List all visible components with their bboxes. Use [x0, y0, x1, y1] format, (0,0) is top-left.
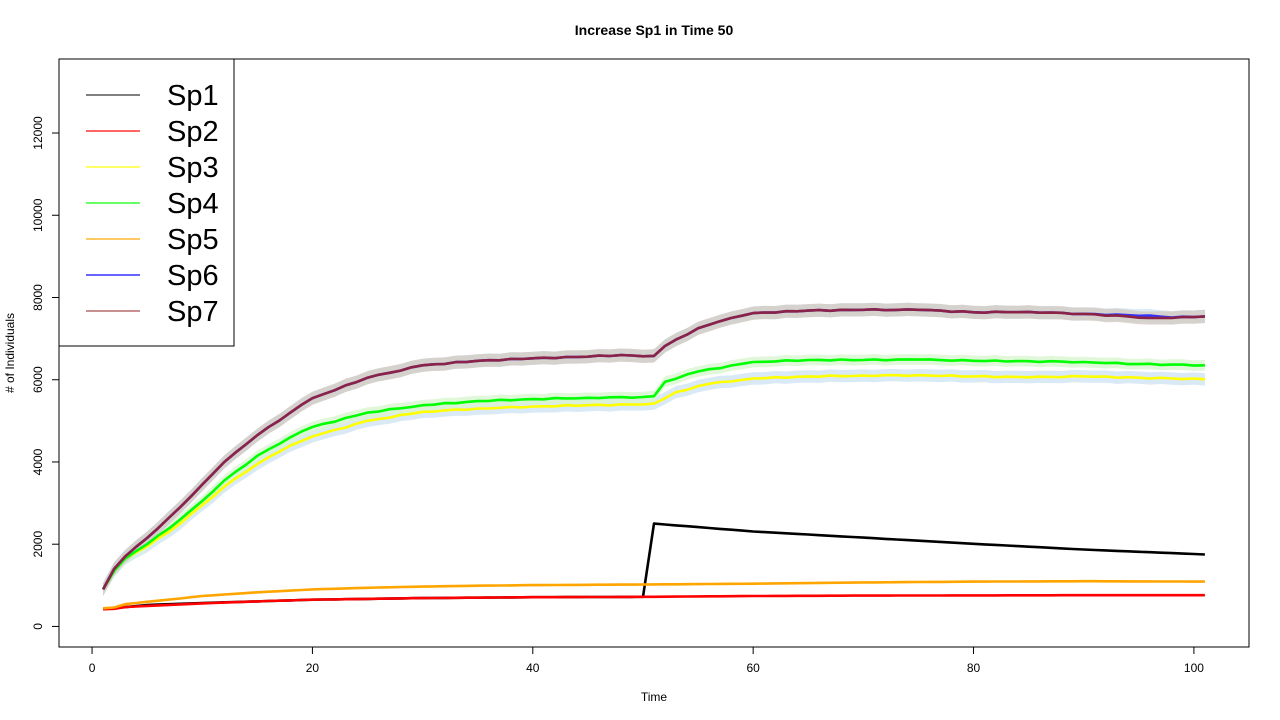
y-tick-label: 12000 [31, 116, 45, 150]
series-line-sp5 [103, 579, 1205, 610]
x-axis: 0 20 40 60 80 100 [89, 646, 1204, 675]
legend-label-sp3: Sp3 [167, 152, 219, 184]
y-tick-label: 10000 [31, 198, 45, 232]
y-axis-label: # of Individuals [3, 313, 17, 393]
x-tick-label: 100 [1184, 661, 1204, 675]
series-line-sp4 [101, 358, 1205, 591]
x-tick-label: 0 [89, 661, 96, 675]
y-axis: 0 2000 4000 6000 8000 10000 12000 [31, 116, 60, 630]
legend-label-sp5: Sp5 [167, 224, 219, 256]
y-tick-label: 4000 [31, 448, 45, 475]
y-tick-label: 6000 [31, 366, 45, 393]
series-line-sp7 [101, 307, 1205, 591]
y-tick-label: 2000 [31, 531, 45, 558]
band-sp4 [103, 354, 1205, 595]
series-line-sp2 [103, 593, 1205, 611]
series-lines [101, 307, 1205, 611]
legend-label-sp2: Sp2 [167, 116, 219, 148]
x-tick-label: 40 [526, 661, 540, 675]
x-tick-label: 80 [967, 661, 981, 675]
y-tick-label: 8000 [31, 284, 45, 311]
series-line-sp3 [101, 373, 1205, 591]
legend: Sp1 Sp2 Sp3 Sp4 Sp5 Sp6 Sp7 [58, 58, 235, 347]
chart-title: Increase Sp1 in Time 50 [575, 22, 734, 38]
legend-label-sp4: Sp4 [167, 188, 219, 220]
legend-label-sp7: Sp7 [167, 296, 219, 328]
x-axis-label: Time [641, 690, 668, 704]
x-tick-label: 20 [306, 661, 320, 675]
x-tick-label: 60 [746, 661, 760, 675]
legend-label-sp6: Sp6 [167, 260, 219, 292]
legend-label-sp1: Sp1 [167, 80, 219, 112]
y-tick-label: 0 [31, 623, 45, 630]
